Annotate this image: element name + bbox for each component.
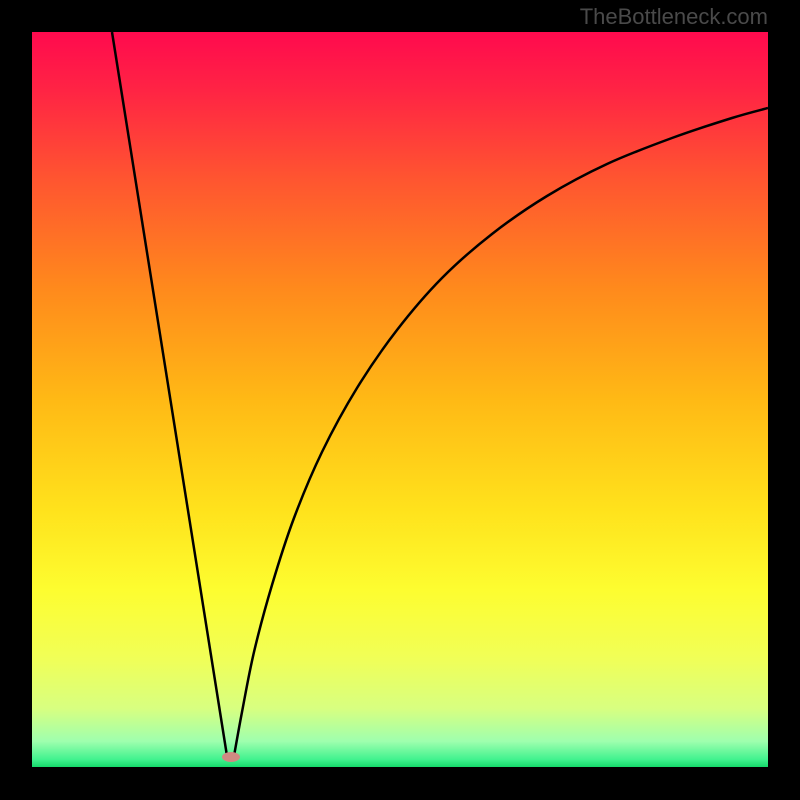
minimum-marker	[222, 752, 240, 762]
chart-frame: TheBottleneck.com	[0, 0, 800, 800]
curve-left-branch	[112, 32, 227, 756]
bottleneck-curve	[32, 32, 768, 767]
plot-area	[32, 32, 768, 767]
watermark-text: TheBottleneck.com	[580, 4, 768, 30]
curve-right-branch	[234, 108, 768, 756]
